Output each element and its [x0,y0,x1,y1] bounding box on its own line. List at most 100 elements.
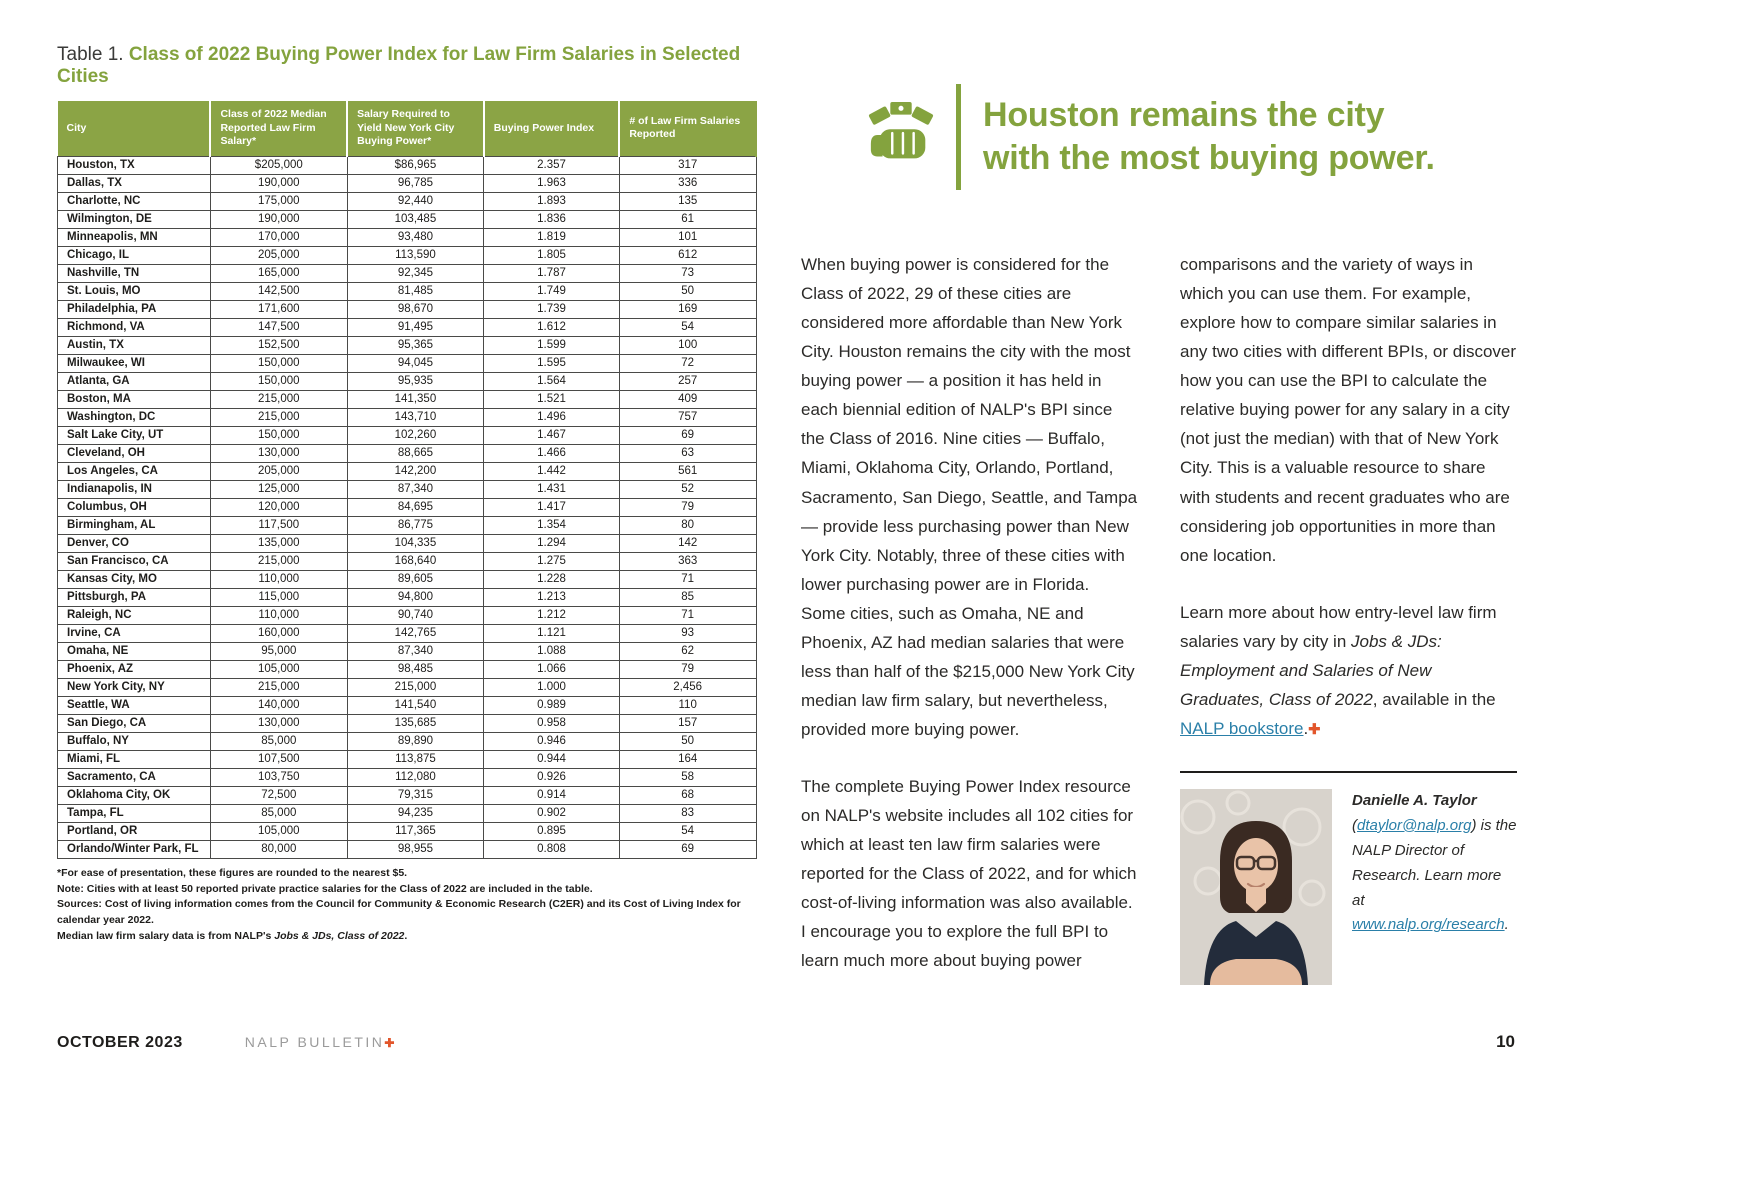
table-header-row: City Class of 2022 Median Reported Law F… [57,101,757,157]
value-cell: 94,235 [346,803,485,823]
city-cell: San Diego, CA [57,713,211,733]
table-row: San Diego, CA 130,000 135,685 0.958 157 [57,713,757,733]
value-cell: 95,000 [209,641,348,661]
table-row: Cleveland, OH 130,000 88,665 1.466 63 [57,443,757,463]
value-cell: 171,600 [209,299,348,319]
value-cell: 95,935 [346,371,485,391]
col-header-salaries-reported: # of Law Firm Salaries Reported [619,101,757,157]
city-cell: Columbus, OH [57,497,211,517]
value-cell: 215,000 [209,677,348,697]
table-row: Pittsburgh, PA 115,000 94,800 1.213 85 [57,587,757,607]
value-cell: 62 [618,641,757,661]
value-cell: 1.467 [483,425,620,445]
value-cell: 115,000 [209,587,348,607]
value-cell: 103,485 [346,209,485,229]
value-cell: 89,890 [346,731,485,751]
value-cell: 1.595 [483,353,620,373]
pull-quote-line1: Houston remains the city [983,96,1385,135]
city-cell: Atlanta, GA [57,371,211,391]
value-cell: 1.805 [483,245,620,265]
text-segment: Sources: Cost of living information come… [57,898,741,927]
city-cell: Seattle, WA [57,695,211,715]
table-row: Denver, CO 135,000 104,335 1.294 142 [57,533,757,553]
value-cell: 58 [618,767,757,787]
value-cell: 80 [618,515,757,535]
value-cell: 88,665 [346,443,485,463]
value-cell: 69 [618,839,757,859]
value-cell: 140,000 [209,695,348,715]
table-row: Austin, TX 152,500 95,365 1.599 100 [57,335,757,355]
value-cell: 1.819 [483,227,620,247]
value-cell: 104,335 [346,533,485,553]
value-cell: 1.431 [483,479,620,499]
table-row: Miami, FL 107,500 113,875 0.944 164 [57,749,757,769]
value-cell: 1.121 [483,623,620,643]
value-cell: 92,345 [346,263,485,283]
table-row: Phoenix, AZ 105,000 98,485 1.066 79 [57,659,757,679]
city-cell: Cleveland, OH [57,443,211,463]
city-cell: Charlotte, NC [57,191,211,211]
value-cell: 1.836 [483,209,620,229]
value-cell: 157 [618,713,757,733]
value-cell: 0.808 [483,839,620,859]
col-header-required-salary: Salary Required to Yield New York City B… [347,101,485,157]
value-cell: 1.294 [483,533,620,553]
value-cell: 1.000 [483,677,620,697]
value-cell: 72,500 [209,785,348,805]
value-cell: 142,200 [346,461,485,481]
value-cell: 83 [618,803,757,823]
col-header-buying-power-index: Buying Power Index [483,101,621,157]
city-cell: Chicago, IL [57,245,211,265]
footnotes: *For ease of presentation, these figures… [57,866,757,945]
value-cell: 85 [618,587,757,607]
value-cell: 101 [618,227,757,247]
city-cell: Birmingham, AL [57,515,211,535]
nalp-plus-icon: ✚ [1308,721,1321,738]
city-cell: Denver, CO [57,533,211,553]
text-segment: ( [1352,816,1357,834]
article-column-1: When buying power is considered for the … [801,250,1138,1004]
text-segment: Danielle A. Taylor [1352,792,1477,809]
value-cell: 1.354 [483,515,620,535]
value-cell: 169 [618,299,757,319]
table-row: Charlotte, NC 175,000 92,440 1.893 135 [57,191,757,211]
value-cell: 150,000 [209,353,348,373]
nalp-research-link[interactable]: www.nalp.org/research [1352,916,1505,934]
value-cell: 125,000 [209,479,348,499]
footnote-line: Note: Cities with at least 50 reported p… [57,882,757,898]
value-cell: 94,800 [346,587,485,607]
nalp-bookstore-link[interactable]: NALP bookstore [1180,718,1304,738]
value-cell: 0.895 [483,821,620,841]
city-cell: Nashville, TN [57,263,211,283]
city-cell: San Francisco, CA [57,551,211,571]
value-cell: 160,000 [209,623,348,643]
value-cell: 2,456 [618,677,757,697]
value-cell: 54 [618,317,757,337]
value-cell: 72 [618,353,757,373]
text-segment: Note: Cities with at least 50 reported p… [57,882,593,895]
value-cell: 141,350 [346,389,485,409]
body-paragraph: The complete Buying Power Index resource… [801,772,1138,975]
value-cell: 1.564 [483,371,620,391]
table-row: Portland, OR 105,000 117,365 0.895 54 [57,821,757,841]
value-cell: $86,965 [346,155,485,175]
city-cell: Dallas, TX [57,173,211,193]
value-cell: 0.926 [483,767,620,787]
text-segment: Median law firm salary data is from NALP… [57,929,275,942]
value-cell: 100 [618,335,757,355]
body-paragraph: comparisons and the variety of ways in w… [1180,250,1517,570]
value-cell: 1.466 [483,443,620,463]
city-cell: Oklahoma City, OK [57,785,211,805]
table-row: Raleigh, NC 110,000 90,740 1.212 71 [57,605,757,625]
value-cell: 89,605 [346,569,485,589]
value-cell: 142 [618,533,757,553]
value-cell: 1.213 [483,587,620,607]
city-cell: Buffalo, NY [57,731,211,751]
table-row: Atlanta, GA 150,000 95,935 1.564 257 [57,371,757,391]
value-cell: 113,590 [346,245,485,265]
value-cell: 79 [618,497,757,517]
value-cell: 612 [618,245,757,265]
text-segment: . [1303,718,1309,738]
author-email-link[interactable]: dtaylor@nalp.org [1357,816,1472,834]
value-cell: 205,000 [209,461,348,481]
